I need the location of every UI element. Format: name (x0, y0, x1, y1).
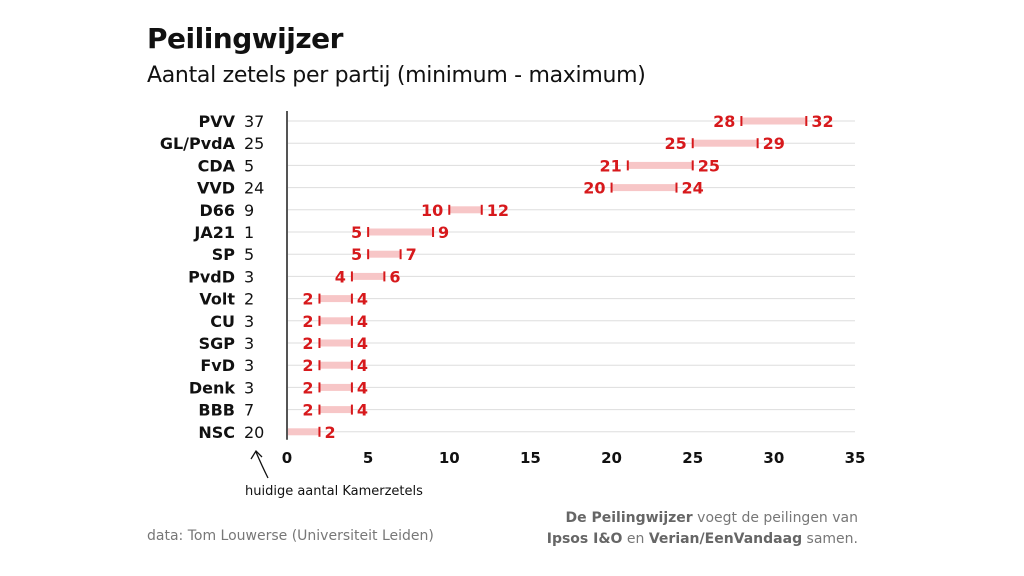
current-seats-value: 25 (244, 134, 264, 153)
current-seats-value: 9 (244, 201, 254, 220)
note-bold-3: Verian/EenVandaag (648, 531, 803, 547)
note-text-3: samen. (802, 531, 858, 547)
party-label: CDA (198, 156, 236, 175)
min-label: 10 (421, 201, 443, 220)
range-bar (611, 184, 677, 192)
current-seats-value: 37 (244, 112, 264, 131)
data-source: data: Tom Louwerse (Universiteit Leiden) (147, 528, 434, 544)
note-text-2: en (622, 531, 649, 547)
min-label: 2 (302, 401, 313, 420)
max-label: 4 (357, 290, 368, 309)
min-label: 28 (713, 112, 735, 131)
x-tick-label: 15 (520, 449, 541, 467)
current-seats-value: 20 (244, 423, 264, 442)
party-label: CU (210, 312, 235, 331)
x-tick-label: 20 (601, 449, 622, 467)
current-seats-value: 3 (244, 356, 254, 375)
range-bar (368, 228, 434, 236)
x-tick-label: 5 (363, 449, 373, 467)
max-label: 4 (357, 312, 368, 331)
min-label: 5 (351, 223, 362, 242)
note-bold-2: Ipsos I&O (546, 531, 623, 547)
current-seats-value: 5 (244, 156, 254, 175)
max-label: 29 (763, 134, 785, 153)
current-seats-value: 3 (244, 378, 254, 397)
arrow-head-icon (250, 449, 263, 460)
range-bar (627, 161, 693, 169)
chart-title: Peilingwijzer (147, 22, 343, 55)
max-label: 4 (357, 378, 368, 397)
max-label: 32 (811, 112, 833, 131)
party-label: FvD (200, 356, 235, 375)
party-label: SGP (199, 334, 236, 353)
range-bar (319, 295, 352, 303)
min-label: 2 (302, 334, 313, 353)
annotation-arrow-icon (255, 451, 269, 479)
min-label: 2 (302, 290, 313, 309)
max-label: 7 (406, 245, 417, 264)
min-label: 2 (302, 378, 313, 397)
range-bar (319, 406, 352, 414)
party-label: Volt (199, 290, 235, 309)
max-label: 24 (681, 179, 703, 198)
party-label: JA21 (193, 223, 235, 242)
methodology-note: De Peilingwijzer voegt de peilingen van … (547, 508, 858, 550)
max-label: 2 (324, 423, 335, 442)
range-bar (351, 272, 385, 280)
min-label: 2 (302, 356, 313, 375)
party-label: BBB (198, 401, 235, 420)
party-label: Denk (189, 378, 236, 397)
max-label: 4 (357, 334, 368, 353)
min-label: 21 (600, 156, 622, 175)
current-seats-value: 2 (244, 290, 254, 309)
current-seats-annotation: huidige aantal Kamerzetels (245, 484, 423, 499)
range-bar (368, 250, 401, 258)
party-label: NSC (198, 423, 235, 442)
x-tick-label: 30 (763, 449, 784, 467)
range-bar (741, 117, 807, 125)
max-label: 25 (698, 156, 720, 175)
party-label: PvdD (188, 267, 235, 286)
range-bar (319, 383, 352, 391)
max-label: 12 (487, 201, 509, 220)
x-tick-label: 10 (439, 449, 460, 467)
note-text-1: voegt de peilingen van (692, 510, 858, 526)
chart-subtitle: Aantal zetels per partij (minimum - maxi… (147, 63, 646, 88)
current-seats-value: 3 (244, 267, 254, 286)
min-label: 5 (351, 245, 362, 264)
max-label: 9 (438, 223, 449, 242)
party-label: SP (212, 245, 236, 264)
note-bold-1: De Peilingwijzer (565, 510, 693, 526)
range-bar (319, 317, 352, 325)
min-label: 4 (335, 267, 346, 286)
current-seats-value: 3 (244, 312, 254, 331)
party-label: GL/PvdA (160, 134, 236, 153)
range-bar (449, 206, 482, 214)
range-bar (287, 428, 320, 436)
x-tick-label: 0 (282, 449, 292, 467)
max-label: 6 (389, 267, 400, 286)
range-bar (692, 139, 758, 147)
current-seats-value: 1 (244, 223, 254, 242)
current-seats-value: 3 (244, 334, 254, 353)
range-bar (319, 361, 352, 369)
x-tick-label: 25 (682, 449, 703, 467)
x-tick-label: 35 (845, 449, 866, 467)
current-seats-value: 24 (244, 179, 264, 198)
current-seats-value: 5 (244, 245, 254, 264)
current-seats-value: 7 (244, 401, 254, 420)
party-label: VVD (197, 179, 235, 198)
range-bar (319, 339, 352, 347)
max-label: 4 (357, 401, 368, 420)
min-label: 25 (664, 134, 686, 153)
party-label: D66 (199, 201, 235, 220)
min-label: 2 (302, 312, 313, 331)
max-label: 4 (357, 356, 368, 375)
party-label: PVV (199, 112, 236, 131)
min-label: 20 (583, 179, 605, 198)
